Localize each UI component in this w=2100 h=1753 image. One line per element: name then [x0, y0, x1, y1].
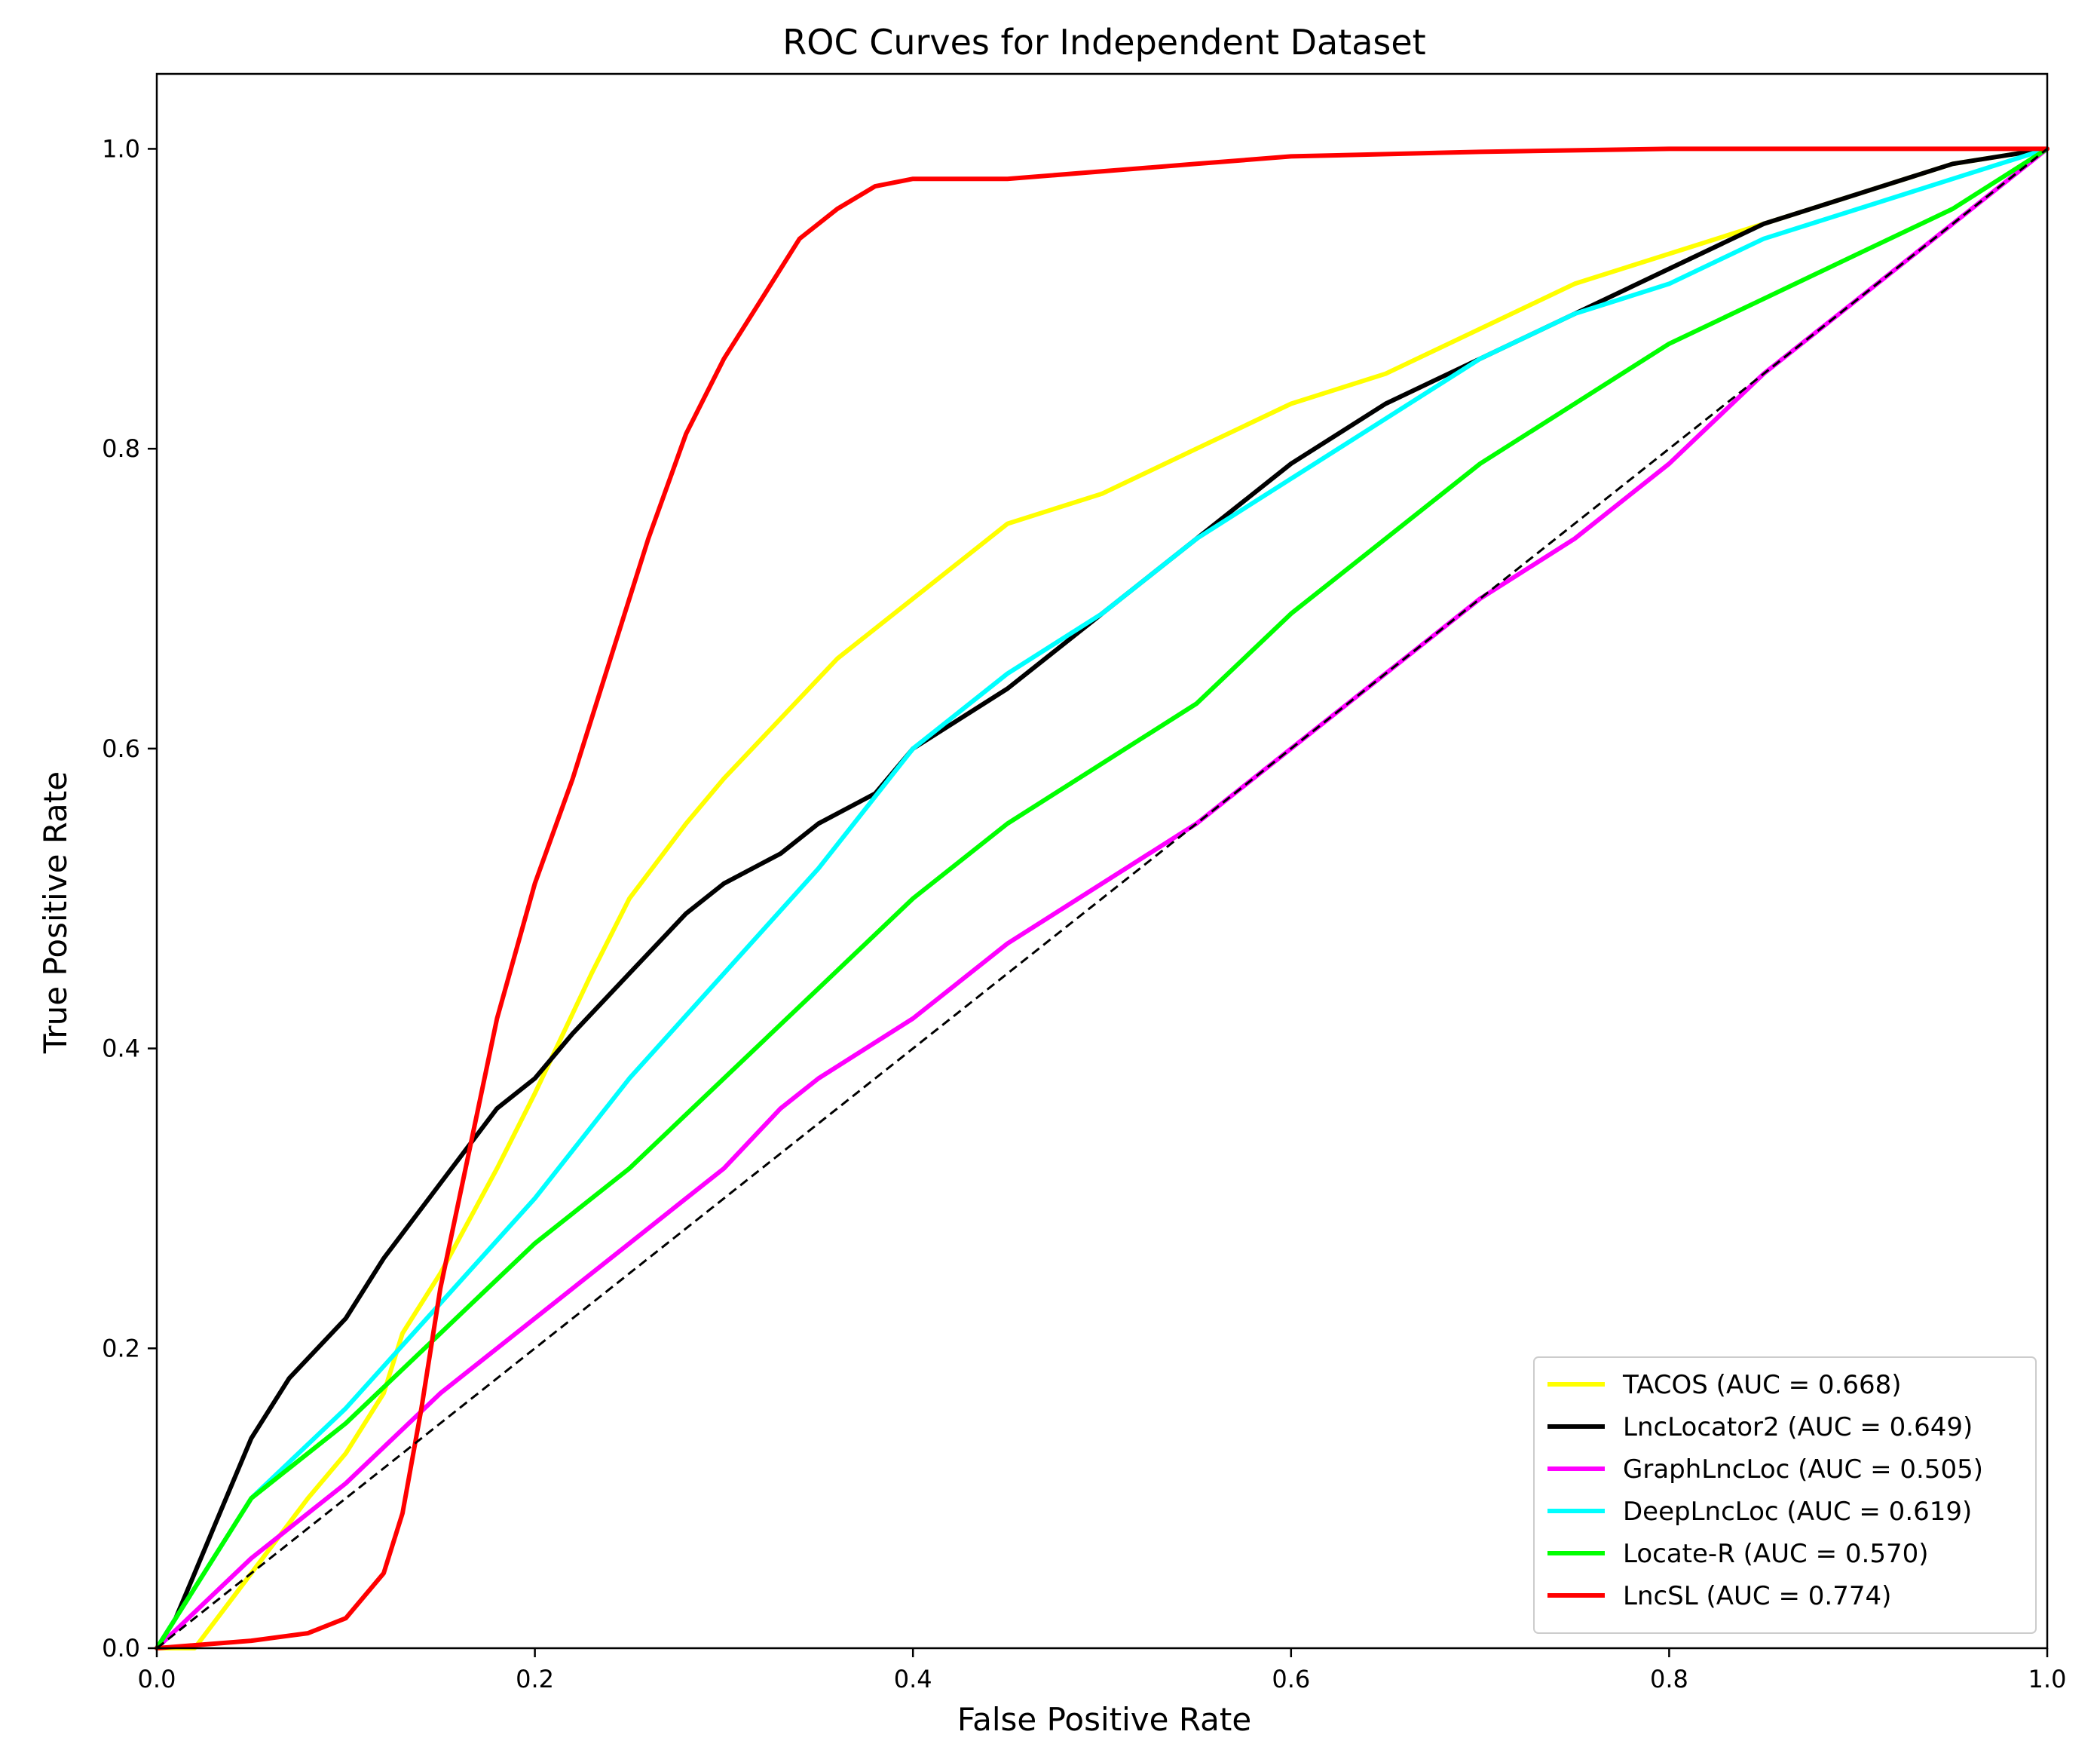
series-line-5	[155, 146, 2049, 1650]
legend-label: GraphLncLoc (AUC = 0.505)	[1623, 1454, 1983, 1485]
diagonal-reference-line	[156, 148, 2048, 1650]
x-tick-label: 0.8	[1650, 1665, 1688, 1693]
legend-items: TACOS (AUC = 0.668) LncLocator2 (AUC = 0.…	[1547, 1370, 1983, 1611]
x-tick-label: 0.2	[516, 1665, 554, 1693]
plot-frame	[155, 72, 2049, 1650]
plot-area	[155, 72, 2049, 1650]
x-tick-label: 0.4	[894, 1665, 932, 1693]
y-axis-label: True Positive Rate	[37, 771, 74, 1054]
y-tick-label: 0.2	[102, 1334, 140, 1362]
x-axis-ticks: 0.0 0.2 0.4 0.6 0.8 1.0	[138, 1648, 2067, 1693]
x-axis-label: False Positive Rate	[957, 1701, 1251, 1738]
x-tick-label: 0.0	[138, 1665, 176, 1693]
y-tick-label: 0.6	[102, 734, 140, 763]
series-line-4	[155, 146, 2049, 1650]
y-tick-label: 0.8	[102, 434, 140, 463]
legend-label: LncLocator2 (AUC = 0.649)	[1623, 1412, 1973, 1442]
y-tick-label: 1.0	[102, 134, 140, 163]
chart-title: ROC Curves for Independent Dataset	[782, 22, 1425, 63]
y-tick-label: 0.4	[102, 1034, 140, 1063]
legend-label: TACOS (AUC = 0.668)	[1622, 1370, 1902, 1400]
series-line-6	[155, 146, 2049, 1650]
series-line-3	[155, 146, 2049, 1650]
legend-label: LncSL (AUC = 0.774)	[1623, 1581, 1891, 1611]
legend-label: DeepLncLoc (AUC = 0.619)	[1623, 1497, 1972, 1527]
x-tick-label: 1.0	[2028, 1665, 2067, 1693]
y-tick-label: 0.0	[102, 1634, 140, 1663]
legend-label: Locate-R (AUC = 0.570)	[1623, 1539, 1928, 1569]
x-tick-label: 0.6	[1272, 1665, 1310, 1693]
series-line-1	[155, 146, 2049, 1650]
series-lines	[155, 146, 2049, 1650]
y-axis-ticks: 0.0 0.2 0.4 0.6 0.8 1.0	[102, 134, 157, 1663]
legend: TACOS (AUC = 0.668) LncLocator2 (AUC = 0.…	[1533, 1356, 2037, 1634]
legend-box	[1533, 1356, 2037, 1634]
